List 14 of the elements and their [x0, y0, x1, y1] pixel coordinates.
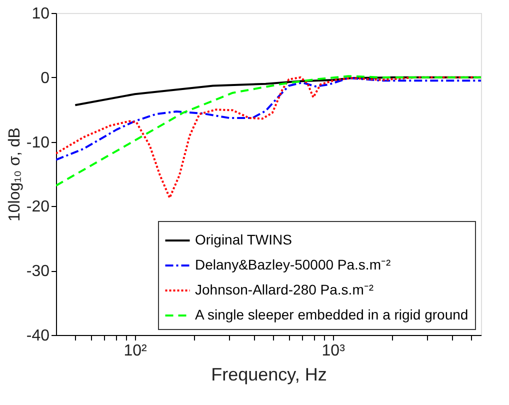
x-axis-title: Frequency, Hz	[211, 364, 327, 384]
y-tick-label: -10	[26, 134, 50, 152]
y-axis-title: 10log₁₀ σ, dB	[6, 128, 24, 222]
y-tick-label: -20	[26, 198, 50, 216]
legend-label: Original TWINS	[195, 232, 292, 248]
legend-label: Delany&Bazley-50000 Pa.s.m⁻²	[195, 256, 391, 272]
x-tick-label: 10²	[124, 342, 148, 360]
legend-label: A single sleeper embedded in a rigid ground	[195, 306, 468, 322]
y-tick-label: 10	[32, 6, 50, 22]
y-tick-label: -40	[26, 328, 50, 344]
y-tick-label: -30	[26, 263, 50, 280]
y-tick-label: 0	[40, 70, 50, 87]
x-tick-label: 10³	[322, 342, 346, 360]
legend-label: Johnson-Allard-280 Pa.s.m⁻²	[195, 282, 374, 298]
